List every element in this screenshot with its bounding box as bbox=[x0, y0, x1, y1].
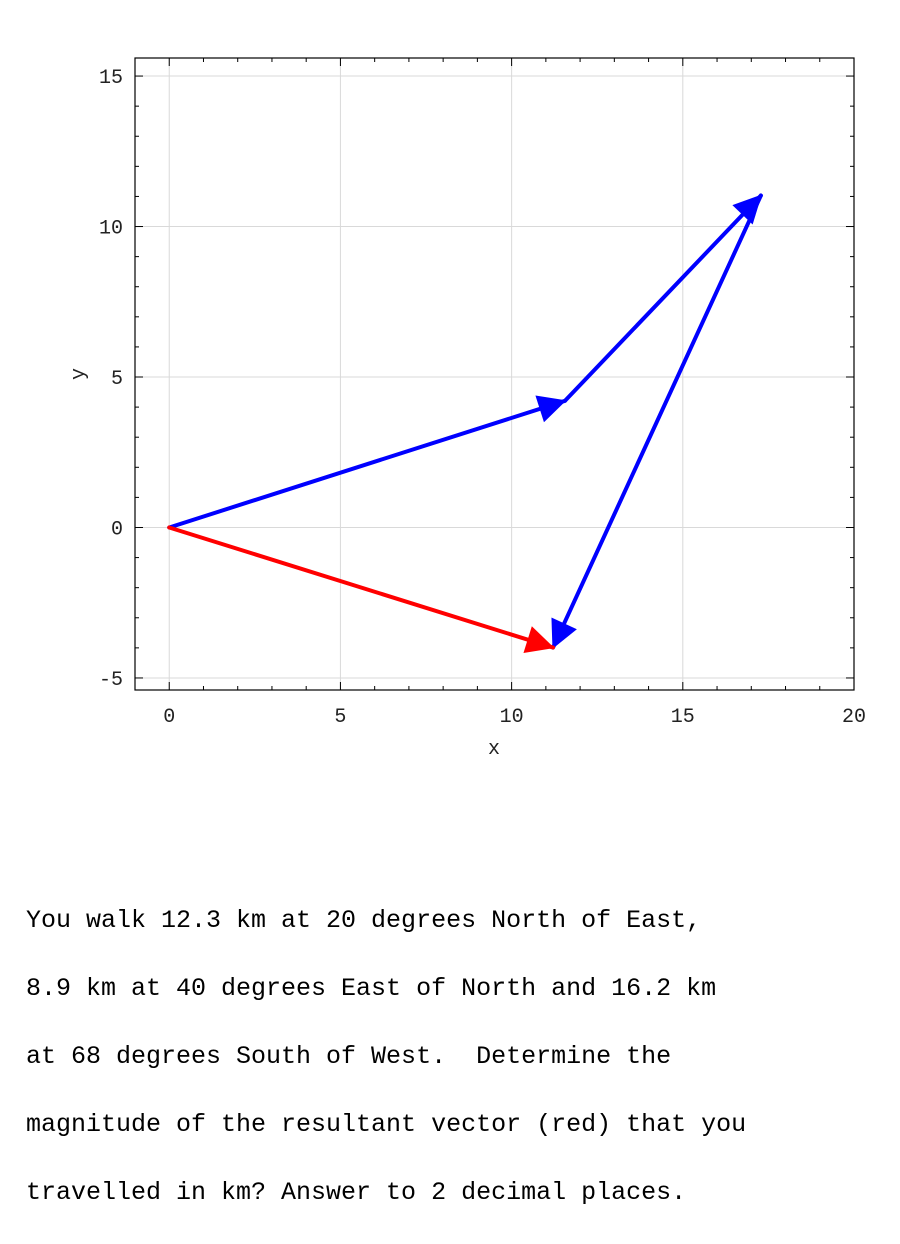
x-tick-label: 20 bbox=[842, 706, 866, 729]
question-text: You walk 12.3 km at 20 degrees North of … bbox=[26, 870, 886, 1244]
vector-chart: 0 5 10 15 20 -5 0 5 10 15 x y bbox=[68, 57, 866, 761]
y-tick-label: 5 bbox=[111, 368, 123, 391]
vector-layer bbox=[167, 193, 763, 653]
plot-frame bbox=[134, 57, 855, 691]
tick-marks bbox=[134, 58, 855, 690]
x-axis-title: x bbox=[488, 738, 500, 761]
x-tick-label: 5 bbox=[334, 706, 346, 729]
displacement-vector-3 bbox=[551, 193, 763, 650]
question-line: at 68 degrees South of West. Determine t… bbox=[26, 1042, 672, 1071]
resultant-vector bbox=[167, 525, 556, 653]
displacement-vector-1 bbox=[167, 395, 568, 530]
x-tick-label: 0 bbox=[163, 706, 175, 729]
question-line: You walk 12.3 km at 20 degrees North of … bbox=[26, 906, 702, 935]
y-axis-title: y bbox=[68, 368, 91, 380]
y-tick-label: 15 bbox=[99, 67, 123, 90]
y-tick-label: -5 bbox=[99, 669, 123, 692]
chart-svg: 0 5 10 15 20 -5 0 5 10 15 x y bbox=[68, 57, 866, 761]
question-line: magnitude of the resultant vector (red) … bbox=[26, 1110, 747, 1139]
question-line: 8.9 km at 40 degrees East of North and 1… bbox=[26, 974, 717, 1003]
y-tick-label: 10 bbox=[99, 218, 123, 241]
x-tick-label: 15 bbox=[671, 706, 695, 729]
grid-lines bbox=[135, 58, 855, 690]
displacement-vector-2 bbox=[563, 193, 763, 403]
tick-labels: 0 5 10 15 20 -5 0 5 10 15 bbox=[99, 67, 866, 729]
y-tick-label: 0 bbox=[111, 518, 123, 541]
question-line: travelled in km? Answer to 2 decimal pla… bbox=[26, 1178, 687, 1207]
x-tick-label: 10 bbox=[500, 706, 524, 729]
